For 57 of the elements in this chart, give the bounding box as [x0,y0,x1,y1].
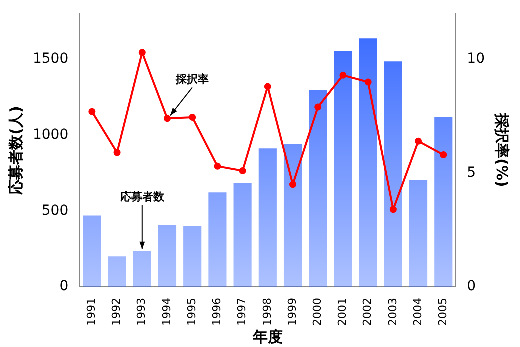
x-tick-label: 2001 [336,298,350,326]
point [340,72,347,79]
x-tick-label: 1992 [110,298,124,326]
point [189,114,196,122]
x-tick-label: 1998 [260,298,274,326]
point [415,138,422,145]
x-axis-title: 年度 [252,328,283,346]
annotation: 採択率 [174,73,209,86]
y2-tick-label: 0 [467,278,476,295]
y-tick-label: 500 [42,202,69,219]
point [264,83,272,90]
point [290,181,297,188]
x-tick-label: 1996 [210,298,224,326]
bar [208,192,227,288]
point [440,152,448,159]
bar [409,180,428,288]
y-tick-label: 0 [60,278,69,295]
x-tick-label: 1999 [286,298,299,326]
x-tick-label: 1991 [85,298,98,326]
x-tick-label: 2003 [386,298,400,326]
point [164,115,171,122]
x-tick-label: 2000 [310,298,324,326]
y-axis-title: 応募者数(人) [6,106,25,196]
bar [83,216,102,288]
bar [258,148,277,288]
x-tick-label: 1995 [185,298,198,326]
x-tick-label: 1994 [160,298,174,326]
point [390,206,397,214]
annotation: 応募者数 [119,190,166,204]
y2-tick-label: 10 [467,51,486,68]
point [138,49,146,56]
bar [309,90,328,288]
bar [108,256,126,288]
point [88,108,96,116]
point [364,78,372,86]
bar [359,38,378,288]
bar [133,251,152,288]
point [114,149,121,156]
point [314,104,322,111]
x-tick-label: 1997 [236,298,249,326]
x-tick-label: 2002 [361,298,374,326]
y2-axis-title: 採択率(%) [493,112,512,188]
y-tick-label: 1500 [32,51,69,68]
bar [284,144,302,288]
bar [158,225,177,288]
x-tick-label: 1993 [135,298,148,326]
point [214,162,222,170]
x-tick-label: 2005 [436,298,450,326]
point [239,167,246,174]
bar [434,117,453,288]
bar [384,62,402,288]
bar [184,226,202,288]
y-tick-label: 1000 [32,126,69,143]
y2-tick-label: 5 [467,164,476,181]
bar [234,183,252,288]
bar [334,51,352,288]
x-tick-label: 2004 [411,298,424,326]
